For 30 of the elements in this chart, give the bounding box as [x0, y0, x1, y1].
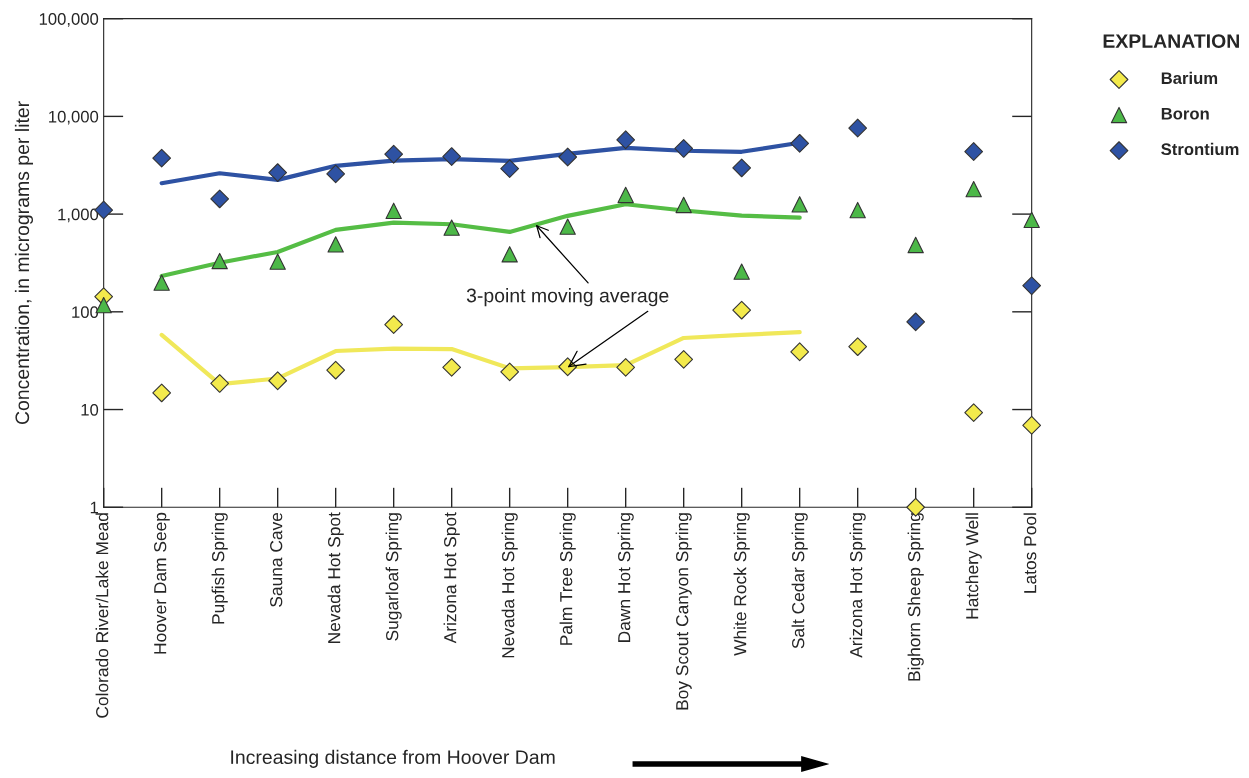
x-tick-label: White Rock Spring — [733, 513, 750, 656]
x-tick-label: Colorado River/Lake Mead — [95, 513, 109, 718]
x-tick-label: Nevada Hot Spot — [327, 512, 344, 643]
x-tick-label: Hoover Dam Seep — [154, 512, 170, 654]
legend-label: Strontium — [1161, 142, 1239, 156]
x-tick-label: Dawn Hot Spring — [617, 513, 634, 642]
x-tick-label: Nevada Hot Spring — [501, 513, 518, 658]
x-tick-label: Arizona Hot Spring — [849, 513, 866, 658]
x-tick-label: Sauna Cave — [270, 512, 283, 607]
x-tick-label: Latos Pool — [1023, 513, 1037, 593]
y-axis-title: Concentration, in micrograms per liter — [14, 101, 34, 425]
y-tick-label: 10,000 — [49, 110, 99, 125]
y-tick-label: 100 — [72, 306, 99, 319]
x-tick-label: Sugarloaf Spring — [385, 513, 402, 641]
y-tick-label: 1 — [90, 501, 98, 514]
y-tick-label: 1,000 — [58, 208, 99, 223]
annotation: 3-point moving average — [466, 288, 669, 307]
x-tick-label: Palm Tree Spring — [559, 513, 576, 645]
legend-label: Barium — [1161, 71, 1218, 85]
x-axis-title: Increasing distance from Hoover Dam — [231, 749, 555, 768]
x-tick-label: Boy Scout Canyon Spring — [675, 513, 692, 710]
legend-title: EXPLANATION — [1103, 34, 1239, 48]
x-tick-label: Hatchery Well — [965, 513, 982, 619]
legend-label: Boron — [1161, 107, 1209, 120]
y-tick-label: 100,000 — [39, 13, 99, 27]
x-tick-label: Pupfish Spring — [211, 513, 228, 624]
y-tick-label: 10 — [81, 403, 99, 416]
x-tick-label: Bighorn Sheep Spring — [907, 513, 924, 681]
x-tick-label: Arizona Hot Spot — [443, 512, 460, 644]
x-tick-label: Salt Cedar Spring — [791, 513, 808, 649]
